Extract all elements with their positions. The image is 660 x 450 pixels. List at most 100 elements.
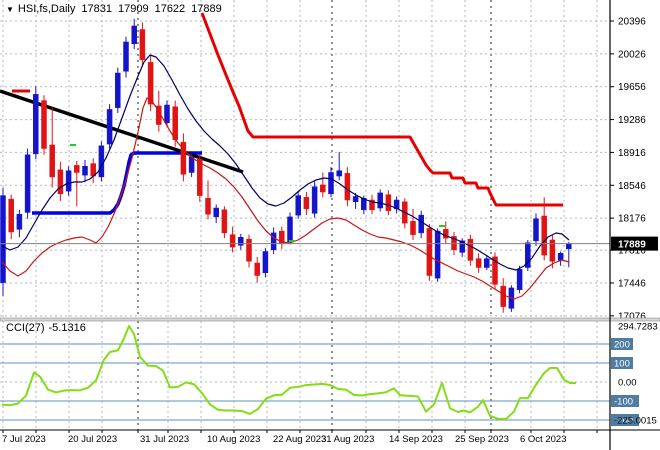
ma-fast-line: [1, 54, 570, 271]
candle-bull: [352, 196, 359, 203]
cci-name: CCI(27): [6, 322, 45, 334]
date-label: 22 Aug 2023: [273, 434, 326, 445]
price-axis-label: 17076: [618, 311, 646, 322]
cci-max-label: 294.7283: [618, 322, 658, 333]
candle-bear: [467, 238, 474, 261]
candle-bull: [24, 154, 31, 213]
price-axis-label: 17816: [618, 246, 646, 257]
candle-bear: [492, 256, 498, 285]
candle-bear: [74, 165, 80, 173]
price-axis-label: 19656: [618, 82, 646, 93]
trendline: [0, 89, 244, 174]
candle-bear: [549, 239, 556, 262]
date-label: 14 Sep 2023: [389, 434, 443, 445]
price-axis-label: 18916: [618, 148, 646, 159]
candle-bull: [418, 214, 424, 234]
candle-bull: [336, 170, 342, 177]
candle-bear: [303, 197, 310, 210]
candle-bull: [311, 186, 318, 214]
cci-level-box: [611, 395, 639, 407]
candle-bear: [172, 106, 178, 140]
symbol-dropdown-icon[interactable]: ▼: [6, 5, 14, 14]
ohlc-high: 17909: [117, 3, 149, 15]
cci-level-box: [611, 414, 639, 426]
candle-bear: [229, 234, 236, 248]
current-price-box: [611, 236, 658, 251]
candle-bull: [434, 230, 441, 279]
candle-bull: [106, 109, 113, 145]
candle-bull: [238, 237, 244, 246]
candle-bear: [426, 228, 433, 276]
price-axis-label: 20026: [618, 49, 646, 60]
candle-bear: [197, 158, 203, 196]
current-price-box-label: 17889: [618, 240, 646, 251]
candle-bull: [33, 94, 39, 155]
price-axis-label: 19286: [618, 115, 646, 126]
date-label: 20 Jul 2023: [68, 434, 117, 445]
symbol-title: HSI,fs,Daily: [17, 3, 76, 15]
cci-indicator-label: CCI(27) -5.1316: [6, 322, 90, 334]
date-label: 31 Aug 2023: [321, 434, 374, 445]
price-axis-label: 18176: [618, 214, 646, 225]
candle-bull: [557, 253, 564, 261]
price-axis-label: 17446: [618, 278, 646, 289]
candle-bear: [475, 258, 482, 268]
candle-bull: [516, 269, 523, 290]
candle-bull: [459, 240, 465, 253]
candle-bear: [41, 100, 47, 149]
candle-bear: [410, 221, 416, 235]
candle-bull: [270, 232, 277, 250]
ohlc-close: 17889: [191, 3, 222, 15]
candle-bear: [147, 62, 154, 105]
candle-bear: [500, 285, 506, 307]
candle-bear: [49, 144, 55, 178]
candle-bull: [164, 104, 170, 124]
ohlc-open: 17831: [81, 3, 112, 15]
candle-bull: [262, 251, 269, 274]
candle-bear: [180, 142, 187, 175]
candle-bear: [254, 262, 260, 276]
candle-bull: [484, 258, 490, 268]
cci-level-label: 200: [614, 340, 630, 351]
cci-level-box: [611, 357, 633, 369]
price-axis-label: 20396: [618, 17, 646, 28]
date-label: 25 Sep 2023: [455, 434, 509, 445]
symbol-header: ▼ HSI,fs,Daily 17831 17909 17622 17889: [6, 3, 228, 15]
candle-bull: [115, 72, 121, 108]
ma-slow-line: [1, 97, 570, 300]
candle-bull: [0, 195, 6, 283]
cci-line: [1, 325, 576, 421]
cci-zero-label: 0.00: [618, 378, 637, 389]
candle-bull: [295, 195, 301, 216]
date-label: 31 Jul 2023: [140, 434, 189, 445]
candle-bull: [377, 192, 383, 209]
date-label: 10 Aug 2023: [207, 434, 260, 445]
date-label: 7 Jul 2023: [2, 434, 46, 445]
cci-level-box: [611, 338, 633, 350]
candle-bear: [369, 199, 375, 211]
candle-bear: [57, 169, 64, 195]
candle-bear: [246, 238, 252, 262]
candle-bear: [443, 229, 449, 239]
candle-bear: [385, 194, 392, 211]
candle-bear: [344, 173, 351, 201]
candle-bear: [221, 209, 228, 234]
panel-separator[interactable]: [0, 317, 660, 322]
candle-bull: [131, 25, 137, 44]
candle-bull: [65, 170, 72, 192]
price-axis-label: 18546: [618, 181, 646, 192]
candle-bull: [123, 41, 129, 72]
candle-bear: [205, 197, 211, 215]
candle-bull: [16, 213, 23, 230]
cci-value: -5.1316: [48, 322, 86, 334]
candle-bear: [451, 236, 457, 250]
candle-bear: [8, 198, 14, 233]
candle-bull: [82, 166, 88, 176]
candle-bull: [525, 242, 531, 268]
candle-bull: [287, 216, 293, 243]
candle-bear: [541, 215, 547, 256]
candle-bull: [566, 243, 572, 250]
